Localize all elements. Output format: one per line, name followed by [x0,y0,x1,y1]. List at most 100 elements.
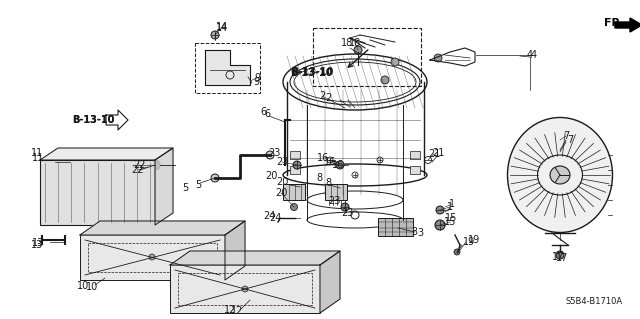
Text: 13: 13 [31,240,43,250]
Text: B-13-10: B-13-10 [72,115,115,125]
Text: 2: 2 [319,91,325,101]
Text: 11: 11 [32,153,44,163]
Text: 9: 9 [254,73,260,83]
Text: 16: 16 [332,160,344,170]
Text: 16: 16 [317,153,329,163]
Bar [178,273,312,305]
Text: 4: 4 [531,50,537,60]
Text: 21: 21 [432,148,444,158]
Text: 24: 24 [263,211,275,221]
Text: 19: 19 [468,235,480,245]
Text: 16: 16 [324,157,336,167]
Polygon shape [615,18,640,32]
Bar [410,151,420,159]
Circle shape [293,161,301,169]
Text: 18: 18 [349,38,361,48]
Polygon shape [40,148,173,160]
Bar [283,184,305,200]
Text: 23: 23 [328,196,340,206]
Text: 23: 23 [341,208,353,218]
Circle shape [354,46,362,54]
Ellipse shape [508,117,612,233]
Text: 20: 20 [276,177,288,187]
Text: 8: 8 [325,178,331,188]
Text: 17: 17 [552,252,564,262]
Bar [410,166,420,174]
Circle shape [336,161,344,169]
Text: 5: 5 [182,183,188,193]
Circle shape [266,151,274,159]
Text: 23: 23 [276,157,288,167]
Circle shape [211,31,219,39]
Ellipse shape [550,166,570,184]
Text: 7: 7 [563,131,569,141]
Text: 6: 6 [260,107,266,117]
Text: 12: 12 [224,305,236,315]
Text: 1: 1 [447,202,453,212]
Circle shape [391,58,399,66]
Text: 20: 20 [265,171,277,181]
Text: 6: 6 [264,109,270,119]
Bar [88,243,217,272]
Circle shape [211,174,219,182]
Text: 22: 22 [134,160,147,170]
Text: 7: 7 [567,135,573,145]
Text: 19: 19 [463,237,475,247]
Circle shape [149,254,155,260]
Circle shape [291,204,298,211]
Text: B-13-10: B-13-10 [291,67,333,77]
Text: 3: 3 [411,227,417,237]
Text: 17: 17 [556,253,568,263]
Bar [290,151,300,159]
Bar [378,218,413,236]
Text: 22: 22 [132,165,144,175]
Text: 15: 15 [444,217,456,227]
Polygon shape [170,251,340,265]
Text: 10: 10 [86,282,98,292]
Circle shape [435,220,445,230]
Polygon shape [205,50,250,85]
Bar [290,166,300,174]
Bar [40,160,155,225]
Text: 20: 20 [275,188,287,198]
Text: 1: 1 [449,199,455,209]
Text: 10: 10 [77,281,89,291]
Bar [325,184,347,200]
Circle shape [150,160,160,170]
Text: S5B4-B1710A: S5B4-B1710A [565,297,622,306]
Text: 12: 12 [231,306,243,316]
Polygon shape [155,148,173,225]
Polygon shape [80,221,245,235]
Text: 8: 8 [316,173,322,183]
Text: 4: 4 [527,50,533,60]
Text: B-13-10: B-13-10 [72,115,115,125]
Text: 14: 14 [216,22,228,32]
Text: 24: 24 [269,213,282,223]
Circle shape [341,203,349,211]
Text: 21: 21 [428,149,440,159]
Text: 11: 11 [31,148,43,158]
Circle shape [436,206,444,214]
Text: 18: 18 [341,38,353,48]
Polygon shape [225,221,245,280]
Circle shape [454,249,460,255]
Text: 2: 2 [325,93,331,103]
Circle shape [242,286,248,292]
Circle shape [381,76,389,84]
Bar [170,265,320,313]
Text: 15: 15 [445,213,457,223]
Bar [313,28,421,86]
Circle shape [434,54,442,62]
Text: 5: 5 [195,180,201,190]
Bar [195,43,260,93]
Text: 9: 9 [253,77,259,87]
Text: B-13-10: B-13-10 [290,68,332,78]
Bar [80,235,225,280]
Text: 23: 23 [268,148,280,158]
Text: FR.: FR. [604,18,625,28]
Polygon shape [320,251,340,313]
Text: 13: 13 [32,238,44,248]
Text: 14: 14 [216,23,228,33]
Circle shape [556,251,564,259]
Text: 3: 3 [417,228,423,238]
